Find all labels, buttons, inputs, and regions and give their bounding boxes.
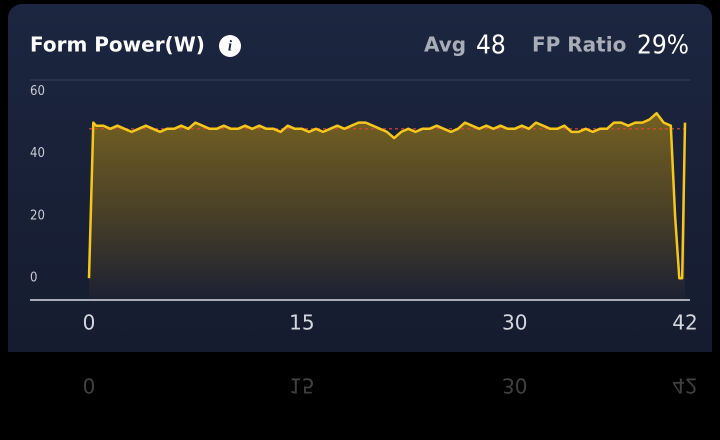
y-tick-label: 0 (30, 271, 37, 286)
reflection-fade (8, 355, 712, 440)
power-line (87, 111, 687, 280)
ratio-value: 29% (637, 31, 689, 61)
card-title: Form Power(W) (30, 33, 205, 57)
y-tick-label: 60 (30, 84, 45, 99)
plot: 0 20 40 60 0 15 30 42 (30, 84, 698, 335)
svg-text:i: i (228, 38, 233, 54)
x-tick-label: 42 (672, 311, 697, 335)
area-fill (89, 113, 685, 300)
info-icon[interactable]: i (219, 35, 241, 57)
x-tick-label: 0 (83, 311, 96, 335)
y-tick-label: 20 (30, 208, 45, 223)
avg-label: Avg (424, 33, 466, 57)
avg-value: 48 (476, 31, 506, 61)
ratio-label: FP Ratio (532, 33, 626, 57)
y-tick-label: 40 (30, 146, 45, 161)
x-tick-label: 30 (502, 311, 527, 335)
x-tick-label: 15 (289, 311, 314, 335)
